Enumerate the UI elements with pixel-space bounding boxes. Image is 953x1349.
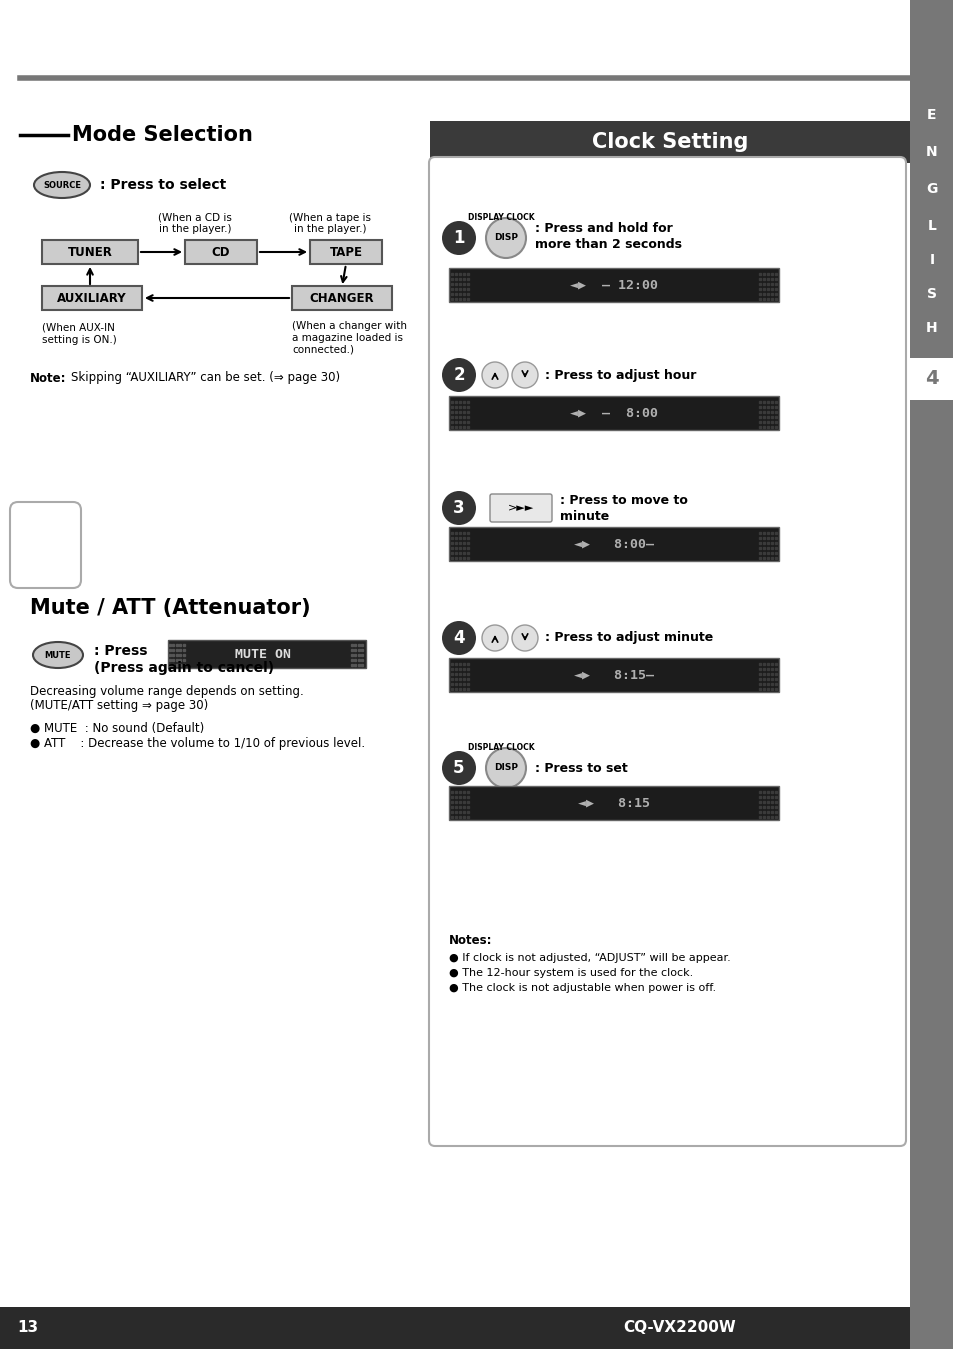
Text: 4: 4 [924,370,938,389]
Circle shape [441,751,476,785]
Text: a magazine loaded is: a magazine loaded is [292,333,402,343]
Text: E: E [926,108,936,121]
Text: 3: 3 [453,499,464,517]
Text: (When a CD is: (When a CD is [158,213,232,223]
Text: 5: 5 [453,759,464,777]
Ellipse shape [33,642,83,668]
Text: ◄▶  —  8:00: ◄▶ — 8:00 [569,406,658,420]
Text: Mode Selection: Mode Selection [71,125,253,144]
Text: (MUTE/ATT setting ⇒ page 30): (MUTE/ATT setting ⇒ page 30) [30,700,208,712]
Text: Skipping “AUXILIARY” can be set. (⇒ page 30): Skipping “AUXILIARY” can be set. (⇒ page… [71,371,340,384]
Text: N: N [925,144,937,159]
Text: 2: 2 [453,366,464,384]
Ellipse shape [34,173,90,198]
FancyBboxPatch shape [429,156,905,1147]
Text: TUNER: TUNER [68,246,112,259]
Text: : Press to select: : Press to select [100,178,226,192]
Text: CHANGER: CHANGER [310,291,374,305]
FancyBboxPatch shape [449,527,779,561]
Text: ◄▶   8:00—: ◄▶ 8:00— [574,537,654,550]
Text: Note:: Note: [30,371,67,384]
Text: (When a tape is: (When a tape is [289,213,371,223]
Circle shape [441,491,476,525]
Text: DISP: DISP [494,764,517,773]
FancyBboxPatch shape [449,397,779,430]
Text: TAPE: TAPE [329,246,362,259]
Text: DISPLAY CLOCK: DISPLAY CLOCK [467,213,534,223]
FancyBboxPatch shape [449,268,779,302]
Text: ● The 12-hour system is used for the clock.: ● The 12-hour system is used for the clo… [449,969,693,978]
Text: (When a changer with: (When a changer with [292,321,407,331]
Text: (Press again to cancel): (Press again to cancel) [94,661,274,674]
Bar [909,0,953,1349]
Circle shape [441,221,476,255]
Text: ◄▶   8:15: ◄▶ 8:15 [578,796,649,809]
Text: ● MUTE  : No sound (Default): ● MUTE : No sound (Default) [30,722,204,734]
FancyBboxPatch shape [292,286,392,310]
Text: setting is ON.): setting is ON.) [42,335,116,345]
Circle shape [485,747,525,788]
Text: in the player.): in the player.) [158,224,231,233]
Text: Clock Setting: Clock Setting [591,132,747,152]
Circle shape [512,625,537,652]
Circle shape [441,357,476,393]
FancyBboxPatch shape [449,658,779,692]
Text: : Press to set: : Press to set [535,761,627,774]
Text: S: S [926,287,936,301]
Text: : Press to adjust hour: : Press to adjust hour [544,368,696,382]
Text: Decreasing volume range depends on setting.: Decreasing volume range depends on setti… [30,685,303,699]
Bar [0,1307,909,1349]
Text: G: G [925,182,937,196]
Text: MUTE: MUTE [45,650,71,660]
Text: 13: 13 [17,1321,38,1336]
Text: (When AUX-IN: (When AUX-IN [42,322,114,333]
Circle shape [481,625,507,652]
Text: DISPLAY CLOCK: DISPLAY CLOCK [467,743,534,753]
FancyBboxPatch shape [42,286,142,310]
Text: >►►: >►► [507,503,534,513]
Text: Notes:: Notes: [449,934,492,947]
Text: DISP: DISP [494,233,517,243]
Text: : Press to adjust minute: : Press to adjust minute [544,631,713,645]
Text: H: H [925,321,937,335]
Text: CD: CD [212,246,230,259]
Text: AUXILIARY: AUXILIARY [57,291,127,305]
Text: ◄▶  — 12:00: ◄▶ — 12:00 [569,278,658,291]
Text: : Press to move to: : Press to move to [559,494,687,506]
Text: in the player.): in the player.) [294,224,366,233]
Text: SOURCE: SOURCE [43,181,81,189]
Text: ◄▶   8:15—: ◄▶ 8:15— [574,669,654,681]
Text: I: I [928,254,934,267]
FancyBboxPatch shape [42,240,138,264]
FancyBboxPatch shape [185,240,256,264]
Text: connected.): connected.) [292,345,354,355]
Circle shape [441,621,476,656]
Text: ● The clock is not adjustable when power is off.: ● The clock is not adjustable when power… [449,983,716,993]
Text: more than 2 seconds: more than 2 seconds [535,239,681,251]
Text: minute: minute [559,510,609,522]
FancyBboxPatch shape [449,786,779,820]
Text: 1: 1 [453,229,464,247]
Circle shape [512,362,537,389]
FancyBboxPatch shape [168,639,366,668]
Bar [909,357,953,401]
Text: : Press and hold for: : Press and hold for [535,221,672,235]
Circle shape [485,219,525,258]
Text: MUTE ON: MUTE ON [234,648,291,661]
Text: Mute / ATT (Attenuator): Mute / ATT (Attenuator) [30,598,311,618]
Circle shape [481,362,507,389]
Text: CQ-VX2200W: CQ-VX2200W [623,1321,736,1336]
Text: ● ATT    : Decrease the volume to 1/10 of previous level.: ● ATT : Decrease the volume to 1/10 of p… [30,737,365,750]
Text: : Press: : Press [94,643,148,658]
Text: 4: 4 [453,629,464,648]
Text: L: L [926,219,936,233]
Text: ● If clock is not adjusted, “ADJUST” will be appear.: ● If clock is not adjusted, “ADJUST” wil… [449,952,730,963]
FancyBboxPatch shape [310,240,381,264]
Bar [430,121,909,163]
FancyBboxPatch shape [490,494,552,522]
